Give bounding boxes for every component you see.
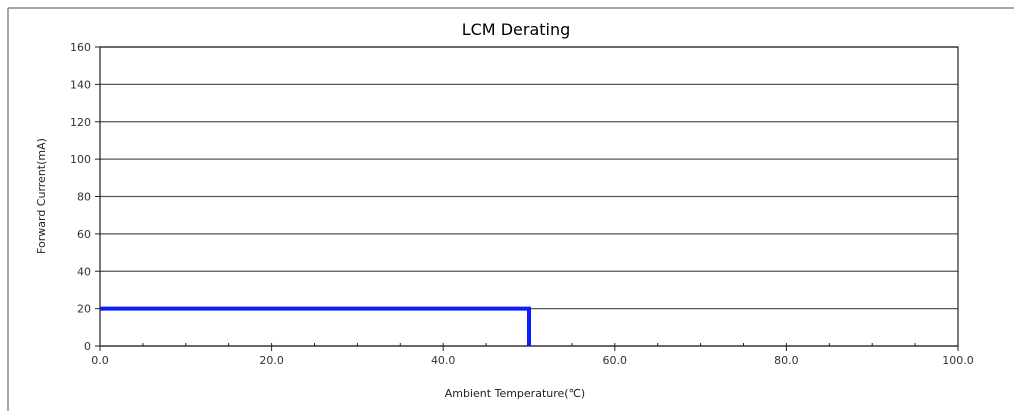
x-tick-label: 20.0 <box>259 354 284 367</box>
y-tick-label: 160 <box>70 41 91 54</box>
y-tick-label: 120 <box>70 116 91 129</box>
series-group <box>100 306 531 346</box>
y-tick-label: 60 <box>77 228 91 241</box>
x-tick-label: 100.0 <box>942 354 974 367</box>
gridlines <box>100 46 958 347</box>
series-line-0 <box>100 306 531 346</box>
chart-title: LCM Derating <box>462 20 571 39</box>
y-tick-label: 100 <box>70 153 91 166</box>
y-tick-label: 140 <box>70 78 91 91</box>
y-tick-labels: 0 20 40 60 80 100 120 140 160 <box>70 41 100 353</box>
x-axis-label: Ambient Temperature(℃) <box>445 387 585 400</box>
x-tick-label: 60.0 <box>603 354 628 367</box>
x-tick-labels: 0.0 20.0 40.0 60.0 80.0 100.0 <box>91 346 974 367</box>
x-tick-label: 0.0 <box>91 354 109 367</box>
y-axis-label: Forward Current(mA) <box>35 138 48 254</box>
y-tick-label: 80 <box>77 191 91 204</box>
y-tick-label: 40 <box>77 265 91 278</box>
y-tick-label: 0 <box>84 340 91 353</box>
y-tick-label: 20 <box>77 303 91 316</box>
x-tick-label: 80.0 <box>774 354 799 367</box>
x-tick-label: 40.0 <box>431 354 456 367</box>
